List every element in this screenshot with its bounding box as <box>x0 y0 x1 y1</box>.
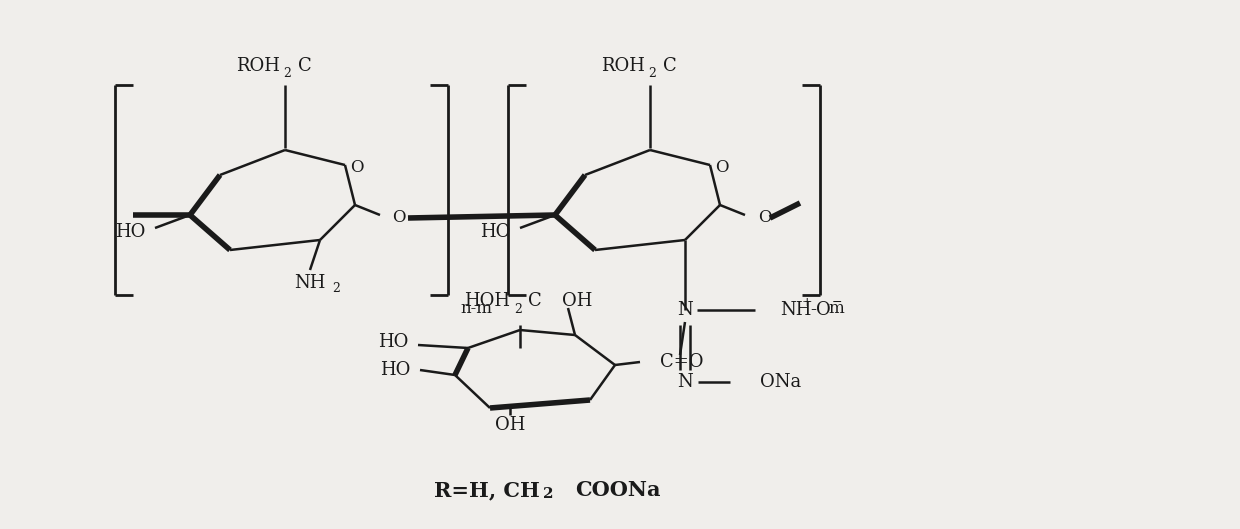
Text: +: + <box>802 296 812 308</box>
Text: C: C <box>663 57 677 75</box>
Text: NH: NH <box>780 301 811 319</box>
Text: OH: OH <box>495 416 526 434</box>
Text: C: C <box>298 57 311 75</box>
Text: HO: HO <box>115 223 145 241</box>
Text: -O: -O <box>810 301 831 319</box>
Text: HO: HO <box>379 361 410 379</box>
Text: R=H, CH: R=H, CH <box>434 480 539 500</box>
Text: 2: 2 <box>515 303 522 316</box>
Text: COONa: COONa <box>575 480 661 500</box>
Text: −: − <box>832 296 842 308</box>
Text: NH: NH <box>294 274 326 292</box>
Text: 2: 2 <box>543 487 553 501</box>
Text: N: N <box>677 373 693 391</box>
Text: HO: HO <box>480 223 510 241</box>
Text: O: O <box>392 209 405 226</box>
Text: OH: OH <box>562 292 593 310</box>
Text: ROH: ROH <box>601 57 645 75</box>
Text: n-m: n-m <box>460 300 492 317</box>
Text: O: O <box>715 160 729 177</box>
Text: ROH: ROH <box>236 57 280 75</box>
Text: HOH: HOH <box>464 292 510 310</box>
Text: 2: 2 <box>283 67 291 80</box>
Text: m: m <box>828 300 843 317</box>
Text: ONa: ONa <box>760 373 801 391</box>
Text: O: O <box>350 160 363 177</box>
Text: C: C <box>528 292 542 310</box>
Text: C=O: C=O <box>660 353 703 371</box>
Text: N: N <box>677 301 693 319</box>
Text: HO: HO <box>378 333 408 351</box>
Text: 2: 2 <box>332 281 340 295</box>
Text: O: O <box>758 209 771 226</box>
Text: 2: 2 <box>649 67 656 80</box>
